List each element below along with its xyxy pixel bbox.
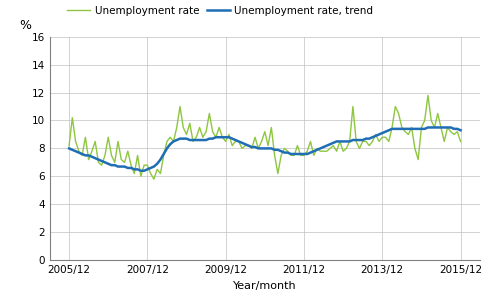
Unemployment rate, trend <box>425 126 431 129</box>
Unemployment rate, trend <box>66 147 72 150</box>
Legend: Unemployment rate, Unemployment rate, trend: Unemployment rate, Unemployment rate, tr… <box>63 2 378 20</box>
Unemployment rate <box>105 135 111 139</box>
Unemployment rate <box>334 149 340 153</box>
X-axis label: Year/month: Year/month <box>233 281 297 290</box>
Unemployment rate, trend <box>161 152 167 156</box>
Text: %: % <box>19 19 31 32</box>
Unemployment rate, trend <box>314 148 320 152</box>
Unemployment rate, trend <box>105 162 111 166</box>
Unemployment rate, trend <box>457 129 463 132</box>
Unemployment rate <box>457 140 463 143</box>
Line: Unemployment rate, trend: Unemployment rate, trend <box>69 128 460 171</box>
Unemployment rate <box>314 147 320 150</box>
Unemployment rate <box>66 144 72 147</box>
Unemployment rate, trend <box>236 140 242 143</box>
Unemployment rate, trend <box>334 140 340 143</box>
Unemployment rate <box>151 177 157 181</box>
Unemployment rate, trend <box>138 169 144 173</box>
Unemployment rate <box>161 154 167 157</box>
Unemployment rate, trend <box>438 126 444 129</box>
Unemployment rate <box>425 94 431 97</box>
Unemployment rate <box>438 126 444 129</box>
Unemployment rate <box>236 140 242 143</box>
Line: Unemployment rate: Unemployment rate <box>69 95 460 179</box>
